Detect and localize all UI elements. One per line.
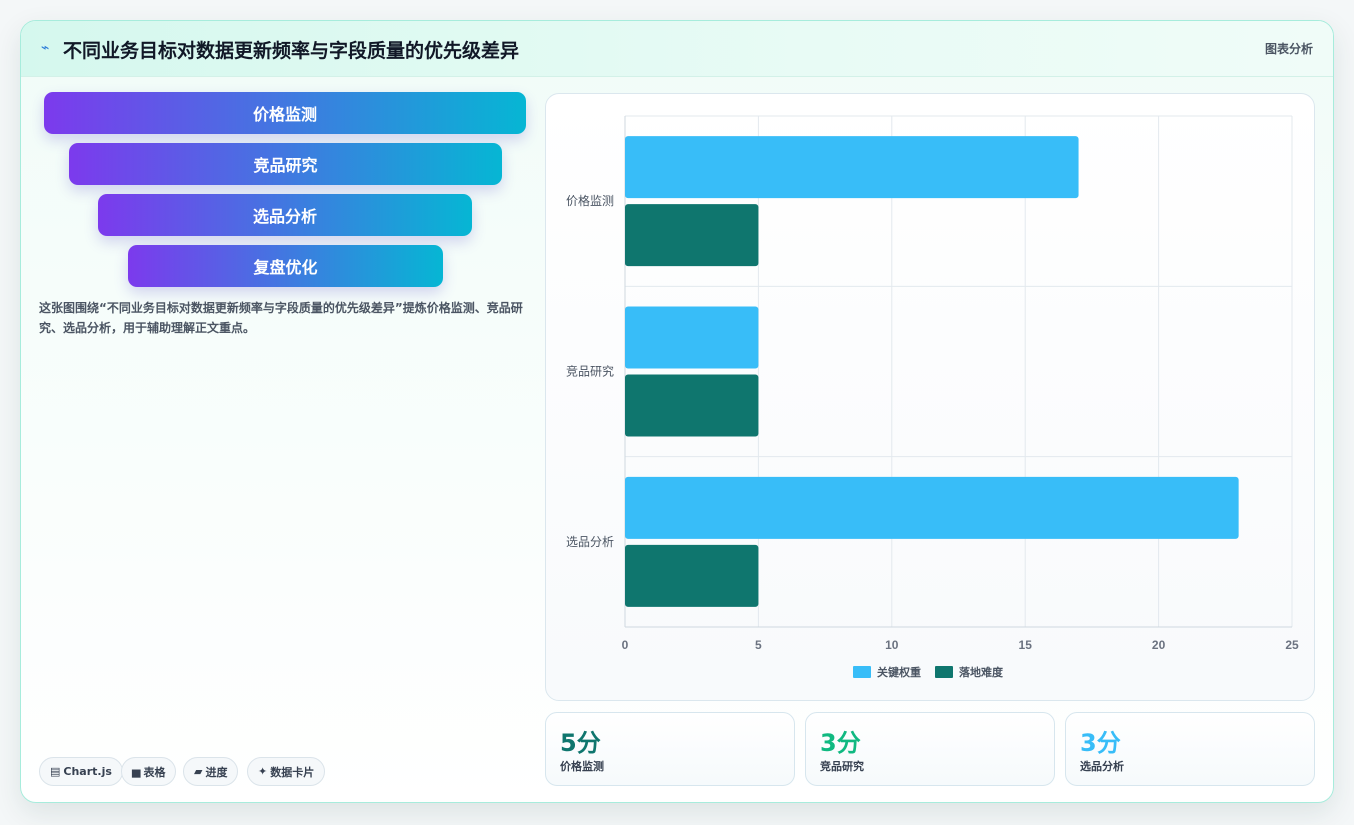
bar-difficulty <box>625 544 759 607</box>
kpi-card-competitor: 3分 竞品研究 <box>805 712 1055 786</box>
chip-progress[interactable]: ▰ 进度 <box>183 757 239 786</box>
y-tick-label: 价格监测 <box>566 193 614 208</box>
chip-label: 数据卡片 <box>270 765 315 779</box>
x-tick-label: 25 <box>1285 638 1299 652</box>
sparkle-icon: ✦ <box>258 765 268 778</box>
funnel-step-label: 复盘优化 <box>253 258 318 277</box>
chart-icon: ▤ <box>50 765 61 778</box>
funnel-step-label: 竞品研究 <box>253 156 318 175</box>
main-card: ⌁ 不同业务目标对数据更新频率与字段质量的优先级差异 图表分析 价格监测 竞品研… <box>20 20 1334 803</box>
funnel-step-review: 复盘优化 <box>128 245 443 287</box>
kpi-value: 5分 <box>560 729 601 757</box>
chip-chartjs[interactable]: ▤ Chart.js <box>39 757 123 786</box>
legend-label: 关键权重 <box>877 665 921 679</box>
chip-label: Chart.js <box>63 765 112 778</box>
y-tick-label: 竞品研究 <box>566 364 614 379</box>
header-tag: 图表分析 <box>1264 42 1313 56</box>
kpi-card-price: 5分 价格监测 <box>545 712 795 786</box>
chip-label: 表格 <box>143 765 166 779</box>
funnel-step-price: 价格监测 <box>44 92 526 134</box>
funnel-step-competitor: 竞品研究 <box>69 143 502 185</box>
kpi-label: 竞品研究 <box>820 760 864 773</box>
x-tick-label: 0 <box>622 638 629 652</box>
legend-swatch <box>853 666 871 678</box>
x-tick-label: 10 <box>885 638 899 652</box>
kpi-label: 价格监测 <box>560 760 604 773</box>
funnel-step-label: 选品分析 <box>252 207 317 226</box>
legend-label: 落地难度 <box>959 665 1004 679</box>
kpi-label: 选品分析 <box>1080 760 1124 773</box>
page-title: 不同业务目标对数据更新频率与字段质量的优先级差异 <box>63 40 520 62</box>
x-tick-label: 15 <box>1019 638 1033 652</box>
description-text: 这张图围绕“不同业务目标对数据更新频率与字段质量的优先级差异”提炼价格监测、竞品… <box>39 301 523 335</box>
chart-panel: 0 5 10 15 20 25 价格监测竞品研究选品分析关键权重 落地难度 <box>545 93 1315 701</box>
bar-key-weight <box>625 306 759 369</box>
progress-icon: ▰ <box>194 765 203 778</box>
bolt-icon: ⌁ <box>41 40 50 56</box>
bar-difficulty <box>625 374 759 437</box>
x-tick-label: 5 <box>755 638 762 652</box>
x-tick-label: 20 <box>1152 638 1166 652</box>
kpi-card-selection: 3分 选品分析 <box>1065 712 1315 786</box>
chip-table[interactable]: ▅ 表格 <box>121 757 177 786</box>
bar-difficulty <box>625 204 759 267</box>
table-icon: ▅ <box>132 765 141 778</box>
bar-key-weight <box>625 136 1079 199</box>
funnel-step-selection: 选品分析 <box>98 194 472 236</box>
kpi-value: 3分 <box>820 729 861 757</box>
kpi-value: 3分 <box>1080 729 1121 757</box>
header: ⌁ 不同业务目标对数据更新频率与字段质量的优先级差异 图表分析 <box>21 21 1333 77</box>
legend-swatch <box>935 666 953 678</box>
bar-key-weight <box>625 476 1239 539</box>
y-tick-label: 选品分析 <box>566 535 614 549</box>
chip-data-card[interactable]: ✦ 数据卡片 <box>247 757 326 786</box>
chip-label: 进度 <box>205 765 228 779</box>
funnel-step-label: 价格监测 <box>252 105 317 124</box>
